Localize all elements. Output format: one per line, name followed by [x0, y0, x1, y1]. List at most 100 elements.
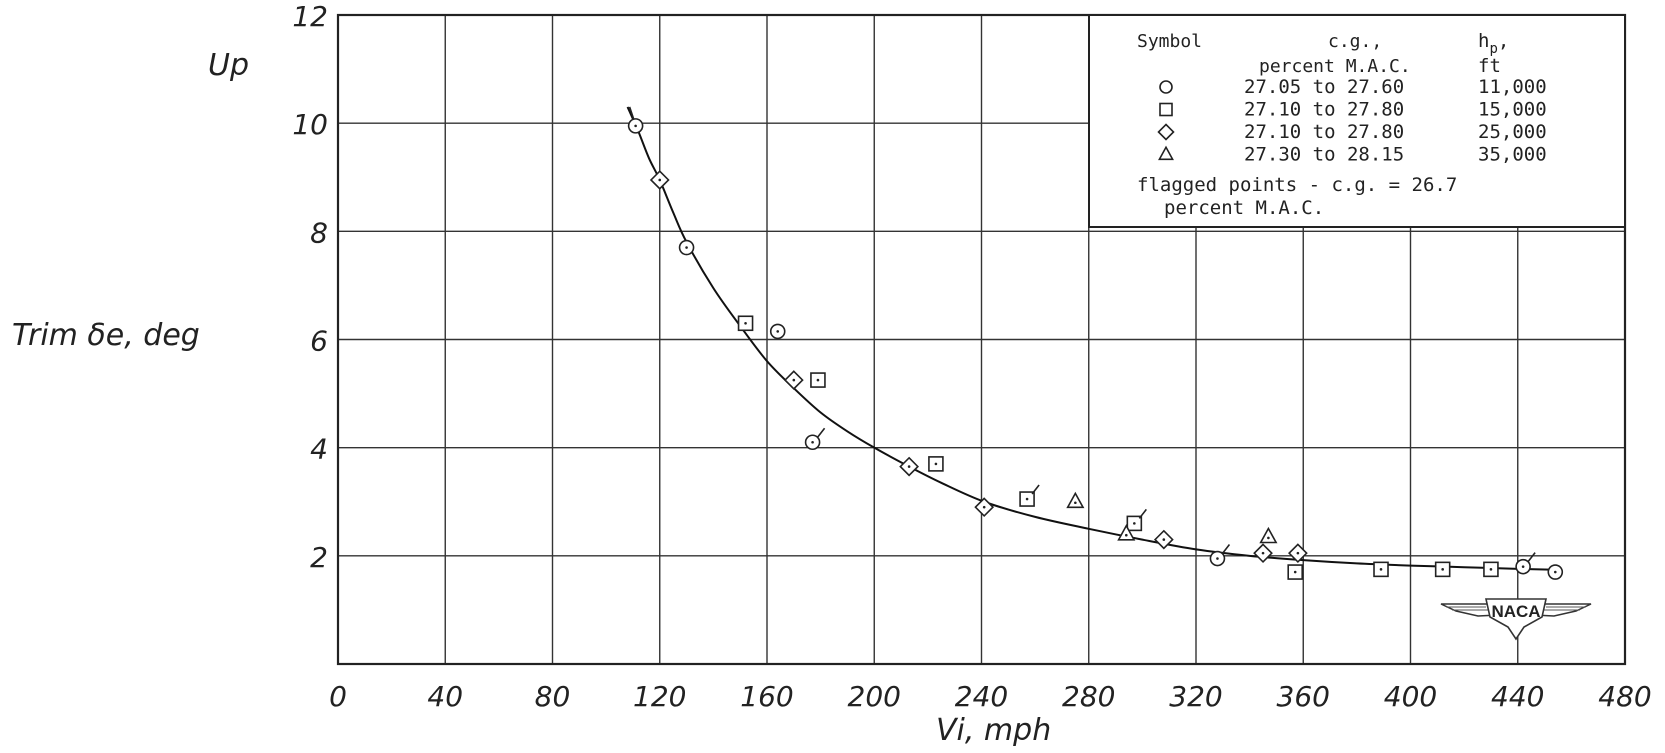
data-point-center-dot: [1267, 536, 1270, 540]
data-point-center-dot: [1379, 568, 1383, 571]
legend-altitude: 25,000: [1478, 121, 1547, 143]
data-point-circle: [1209, 544, 1231, 567]
legend-square-icon: [1159, 102, 1173, 117]
data-point-diamond: [1288, 543, 1308, 564]
y-axis-label: Trim δe, deg: [12, 318, 200, 353]
legend-note-line-2: percent M.A.C.: [1164, 197, 1324, 219]
data-point-center-dot: [1124, 533, 1128, 537]
data-point-circle: [804, 427, 826, 451]
data-point-center-dot: [1553, 570, 1557, 574]
data-point-square: [737, 315, 754, 332]
plot-frame: [336, 13, 1627, 666]
legend-cg-range: 27.30 to 28.15: [1244, 144, 1404, 166]
legend-header-cg: c.g.,: [1328, 31, 1382, 52]
y-tick-label: 8: [310, 216, 328, 249]
naca-logo: NACA: [1440, 598, 1592, 641]
y-tick-label: 6: [310, 325, 328, 358]
data-point-center-dot: [1025, 497, 1029, 501]
data-point-square: [810, 372, 826, 388]
legend-rows: 27.05 to 27.60 11,000 27.10 to 27.80 15,000…: [1157, 76, 1547, 166]
data-point-center-dot: [776, 330, 780, 333]
data-point-center-dot: [934, 462, 938, 466]
legend-row: 27.10 to 27.80 15,000: [1159, 99, 1547, 121]
data-point-circle: [678, 239, 695, 256]
naca-logo-text: NACA: [1491, 602, 1540, 621]
data-point-diamond: [1153, 529, 1174, 550]
data-point-triangle: [1259, 526, 1278, 544]
data-point-center-dot: [634, 124, 637, 128]
data-point-diamond: [783, 370, 804, 390]
data-point-square: [1126, 508, 1147, 532]
legend-cg-range: 27.10 to 27.80: [1244, 121, 1404, 143]
data-point-center-dot: [1133, 522, 1136, 525]
y-direction-label: Up: [208, 48, 249, 83]
x-tick-label: 200: [848, 680, 901, 713]
x-axis-label: Vi, mph: [936, 713, 1051, 748]
data-point-diamond: [974, 497, 995, 518]
y-tick-label: 2: [310, 541, 328, 574]
data-point-square: [1287, 564, 1304, 580]
data-point-flag: [1138, 508, 1147, 519]
y-tick-label: 12: [292, 0, 328, 33]
data-point-center-dot: [1521, 565, 1525, 568]
y-tick-label: 4: [310, 433, 328, 466]
data-point-square: [928, 456, 944, 472]
data-point-center-dot: [1162, 538, 1166, 541]
data-point-diamond: [649, 170, 670, 190]
data-point-circle: [769, 323, 786, 340]
legend-header-hp-2: ft: [1478, 55, 1501, 77]
data-point-center-dot: [982, 505, 986, 509]
data-point-center-dot: [1441, 568, 1444, 571]
data-point-center-dot: [1261, 551, 1265, 555]
data-point-flag: [1527, 552, 1536, 563]
x-tick-label: 400: [1384, 680, 1437, 713]
data-point-center-dot: [685, 246, 688, 249]
legend-header-cg-2: percent M.A.C.: [1259, 56, 1411, 77]
x-tick-label: 240: [955, 680, 1008, 713]
data-point-flag: [816, 427, 826, 438]
tick-labels: 0 40 80 120 160 200 240 280 320 360 400 440 480 2 4 6 8 1…: [292, 0, 1651, 713]
x-tick-label: 360: [1277, 680, 1330, 713]
data-point-square: [1373, 561, 1389, 578]
data-point-triangle: [1117, 524, 1136, 541]
legend-circle-icon: [1159, 80, 1173, 94]
legend-diamond-icon: [1157, 123, 1175, 141]
naca-logo-shield: [1485, 598, 1547, 641]
x-tick-label: 0: [329, 680, 347, 713]
legend-header-hp-letter: h: [1478, 30, 1489, 52]
data-point-flag: [1221, 544, 1231, 555]
data-point-flag: [628, 106, 635, 120]
naca-logo-feathers: [1446, 606, 1586, 611]
legend-box: [1088, 14, 1626, 228]
data-points: [627, 106, 1564, 580]
data-point-circle: [1547, 564, 1564, 580]
data-point-center-dot: [744, 321, 747, 325]
x-tick-label: 160: [740, 680, 793, 713]
data-point-square: [1019, 484, 1040, 507]
data-point-center-dot: [1293, 570, 1297, 574]
data-point-center-dot: [1296, 551, 1300, 555]
legend-altitude: 15,000: [1478, 99, 1547, 121]
legend-cg-range: 27.05 to 27.60: [1244, 76, 1404, 98]
legend-row: 27.10 to 27.80 25,000: [1157, 121, 1547, 143]
data-point-center-dot: [1074, 501, 1077, 505]
data-point-square: [1483, 561, 1499, 578]
legend: Symbol c.g., hp, percent M.A.C. ft 27.05…: [1088, 14, 1626, 228]
x-tick-label: 280: [1062, 680, 1115, 713]
data-point-triangle-marker: [1259, 526, 1278, 544]
y-tick-label: 10: [292, 108, 328, 141]
data-point-center-dot: [907, 465, 911, 468]
x-tick-label: 120: [633, 680, 686, 713]
legend-header-hp: hp,: [1478, 30, 1509, 57]
data-point-center-dot: [816, 378, 820, 382]
data-point-triangle-marker: [1117, 524, 1136, 541]
data-point-flag: [1031, 484, 1040, 495]
x-tick-label: 80: [535, 680, 571, 713]
legend-triangle-icon: [1158, 145, 1174, 161]
data-point-diamond: [899, 456, 919, 477]
data-point-triangle-marker: [1066, 491, 1085, 509]
data-point-center-dot: [1489, 568, 1493, 571]
legend-cg-range: 27.10 to 27.80: [1244, 99, 1404, 121]
legend-header-hp-subscript: p: [1489, 41, 1497, 57]
data-point-triangle: [1066, 491, 1085, 509]
